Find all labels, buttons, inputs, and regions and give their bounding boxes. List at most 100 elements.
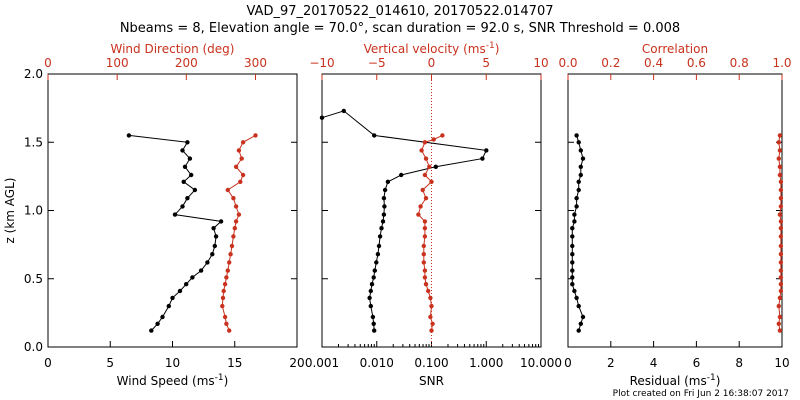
data-point [185,140,190,145]
bottom-tick-label: 2 [607,356,615,370]
data-point [776,156,781,161]
data-point [778,243,784,249]
data-point [778,187,784,193]
data-point [239,156,244,161]
data-point [423,156,429,161]
data-point [580,314,586,320]
data-point [578,148,583,153]
data-point [238,179,243,184]
data-point [576,140,581,145]
data-point [429,328,434,333]
footer-text: Plot created on Fri Jun 2 16:38:07 2017 [613,389,789,399]
data-point [420,187,425,193]
data-point [198,268,204,273]
top-tick-label: 0.4 [644,56,663,70]
data-point [227,260,232,265]
data-point [778,288,784,294]
top-tick-label: 200 [175,56,198,70]
y-tick-label: 1.5 [24,135,43,149]
data-point [379,226,384,231]
data-point [574,204,579,209]
data-point [422,234,428,239]
data-point [777,164,783,169]
data-point [227,328,232,333]
data-point [213,234,219,239]
data-point [418,204,423,209]
data-point [428,314,433,320]
data-point [576,187,581,193]
data-point [172,212,178,217]
bottom-tick-label: 8 [735,356,743,370]
data-point [370,314,376,320]
data-point [480,156,485,161]
data-point [572,212,577,217]
data-point [381,196,387,201]
data-point [427,164,432,169]
top-tick-label: 5 [482,56,490,70]
plot-frame [47,73,298,348]
data-point [433,164,438,169]
data-point [182,164,188,169]
data-point [372,328,377,333]
data-point [369,282,375,287]
top-tick-label: 0.0 [558,56,577,70]
bottom-tick-label: 0.100 [414,356,448,370]
data-point [228,252,233,257]
data-point [578,321,583,326]
data-point [368,288,373,294]
data-point [778,234,784,239]
y-tick-label: 1.0 [24,204,43,218]
title-line-1: VAD_97_20170522_014610, 20170522.014707 [247,4,554,19]
data-point [422,219,428,224]
data-point [423,196,429,201]
data-point [423,282,429,287]
bottom-axis-label: Wind Speed (ms-1) [117,373,229,388]
data-point [180,204,185,209]
bottom-tick-label: 0 [564,356,572,370]
data-point [224,275,229,280]
top-tick-label: −10 [309,56,334,70]
bottom-axis-label: SNR [419,374,444,388]
data-point [777,295,783,301]
data-point [372,268,377,273]
data-point [422,226,428,231]
data-point [377,234,383,239]
data-point [426,288,431,294]
data-point [380,219,386,224]
bottom-tick-label: 0.010 [360,356,394,370]
data-point [778,260,784,265]
data-point [484,148,489,153]
data-point [422,275,428,280]
data-point [570,243,575,249]
panel-residual-correlation: 0 2 4 6 8 10 Residual (ms-1) 0.0 0.2 0.4 0.6 0.8 1.0… [558,42,791,388]
data-point [430,321,435,326]
data-point [381,212,387,217]
data-point [777,148,783,153]
data-point [570,260,575,265]
data-point [177,288,183,294]
data-point [578,172,583,178]
bottom-tick-label: 10.000 [520,356,562,370]
data-point [778,196,784,201]
data-point [570,282,575,287]
data-point [233,164,239,169]
data-point [149,328,154,333]
data-point [371,275,376,280]
data-point [429,179,434,184]
data-point [374,260,379,265]
data-point [422,172,428,178]
data-point [126,133,132,138]
series-line-red [417,134,443,331]
data-point [341,108,346,114]
data-point [382,204,387,209]
data-point [421,260,426,265]
data-point [777,133,783,138]
data-point [385,179,391,184]
data-point [375,252,381,257]
bottom-tick-label: 4 [650,356,658,370]
data-point [382,187,388,193]
data-point [233,204,239,209]
data-point [580,156,586,161]
bottom-tick-label: 15 [227,356,242,370]
